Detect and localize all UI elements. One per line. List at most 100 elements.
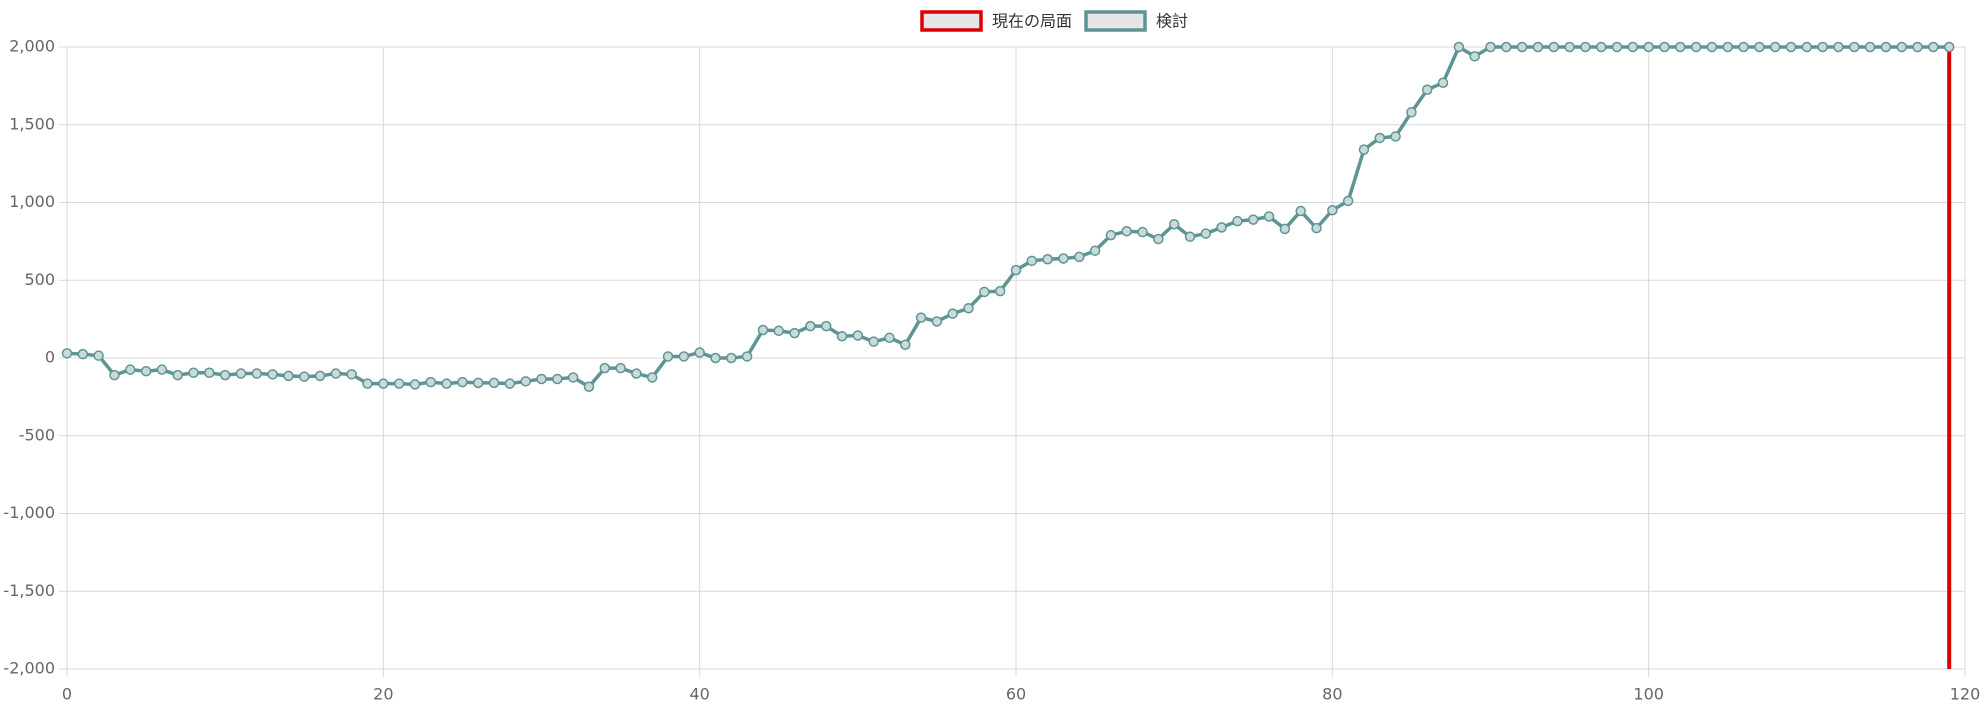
data-point	[504, 378, 516, 389]
data-point	[409, 379, 421, 390]
data-point	[251, 368, 263, 379]
data-point	[868, 336, 879, 347]
data-point	[1469, 51, 1480, 62]
x-tick-label: 60	[1006, 685, 1026, 704]
data-point	[204, 367, 215, 379]
data-point	[1184, 231, 1196, 242]
data-point	[1311, 222, 1322, 234]
data-point	[757, 324, 769, 336]
data-point	[1501, 41, 1512, 53]
y-tick-label: -1,500	[3, 581, 55, 600]
data-point	[1327, 205, 1338, 216]
data-point	[346, 369, 357, 380]
data-point	[1358, 144, 1370, 155]
y-tick-label: 1,000	[9, 192, 55, 211]
data-point	[1785, 41, 1797, 53]
data-point	[1548, 41, 1560, 53]
data-point	[583, 381, 595, 393]
data-point	[1643, 41, 1654, 53]
data-point	[1833, 41, 1844, 53]
data-point	[1943, 41, 1955, 53]
data-point	[235, 368, 247, 379]
data-point	[1595, 41, 1607, 53]
data-point	[267, 369, 278, 380]
data-point	[1453, 41, 1465, 53]
data-point	[172, 369, 183, 381]
data-point	[979, 286, 990, 298]
y-tick-label: 0	[45, 348, 55, 367]
data-point	[1912, 41, 1923, 53]
data-point	[156, 364, 168, 375]
data-point	[1690, 41, 1702, 53]
data-point	[1849, 41, 1860, 53]
series-line	[66, 45, 1950, 389]
x-tick-label: 100	[1633, 685, 1664, 704]
data-point	[378, 378, 389, 389]
data-point	[1058, 253, 1069, 264]
legend-label: 検討	[1156, 12, 1188, 31]
data-point	[994, 285, 1006, 297]
data-point	[536, 373, 547, 385]
data-point	[820, 320, 832, 332]
data-point	[741, 351, 753, 362]
data-point	[457, 376, 468, 388]
data-point	[1516, 41, 1528, 53]
data-point	[1342, 195, 1354, 207]
y-tick-label: 1,500	[9, 114, 55, 133]
data-point	[963, 302, 974, 314]
data-point	[1295, 205, 1306, 217]
x-tick-label: 80	[1322, 685, 1342, 704]
data-point	[488, 377, 500, 389]
x-tick-label: 40	[689, 685, 709, 704]
y-tick-label: -500	[19, 425, 55, 444]
data-point	[61, 348, 73, 359]
data-point	[931, 316, 943, 327]
data-point	[1754, 41, 1765, 53]
data-point	[1722, 41, 1733, 53]
data-point	[694, 347, 705, 358]
data-point	[567, 372, 579, 383]
data-point	[1437, 77, 1449, 89]
data-point	[362, 378, 373, 389]
x-tick-label: 120	[1950, 685, 1981, 704]
data-point	[1880, 41, 1892, 53]
data-point	[93, 350, 104, 361]
data-point	[109, 369, 120, 381]
data-point	[631, 368, 642, 379]
data-point	[1137, 226, 1148, 238]
data-point	[1580, 41, 1591, 53]
data-point	[599, 362, 611, 374]
data-point	[836, 330, 848, 342]
data-point	[805, 320, 816, 332]
data-point	[726, 352, 737, 364]
data-point	[1801, 41, 1813, 53]
data-point	[710, 352, 721, 364]
data-point	[789, 327, 800, 339]
data-point	[314, 370, 326, 382]
data-point	[915, 312, 927, 323]
data-point	[1564, 41, 1575, 53]
data-point	[1279, 223, 1291, 235]
data-point	[1121, 226, 1132, 237]
legend-swatch	[920, 10, 983, 32]
x-tick-label: 20	[373, 685, 393, 704]
data-point	[852, 330, 864, 341]
data-point	[1627, 41, 1639, 53]
data-point	[678, 351, 690, 362]
data-point	[1706, 41, 1718, 53]
data-point	[140, 365, 152, 377]
y-tick-label: -2,000	[3, 659, 55, 678]
data-point	[1675, 41, 1686, 53]
data-point	[1042, 254, 1053, 265]
data-point	[1532, 41, 1544, 53]
data-point	[283, 370, 294, 382]
data-point	[1216, 222, 1227, 233]
data-point	[330, 368, 342, 379]
data-point	[393, 378, 405, 389]
data-point	[77, 348, 89, 360]
data-point	[1817, 41, 1828, 53]
data-point	[125, 364, 136, 375]
data-point	[441, 378, 452, 389]
data-point	[520, 376, 531, 387]
